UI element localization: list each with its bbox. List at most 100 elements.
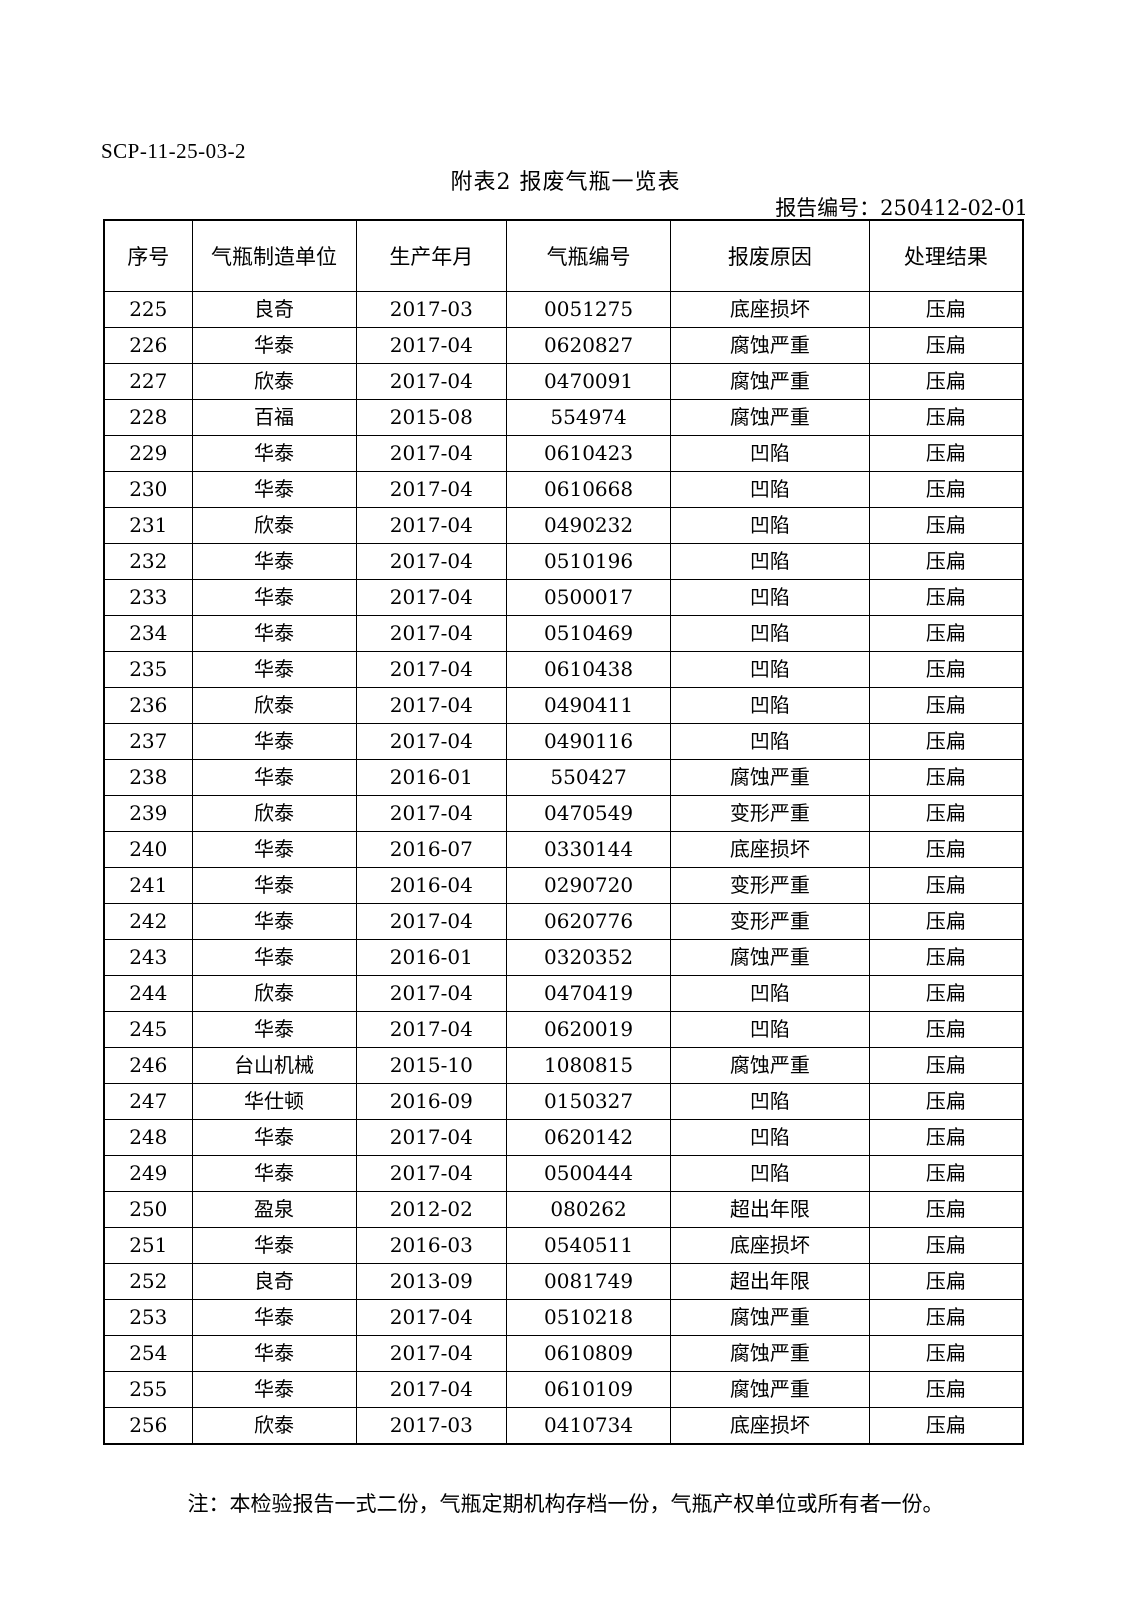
table-row: 251 华泰 2016-03 0540511 底座损坏 压扁 bbox=[103, 1227, 1024, 1264]
table-row: 255 华泰 2017-04 0610109 腐蚀严重 压扁 bbox=[103, 1371, 1024, 1408]
cell-maker: 华泰 bbox=[191, 1119, 357, 1156]
cell-cylinder-no: 0500017 bbox=[506, 579, 672, 616]
cell-cylinder-no: 0290720 bbox=[506, 867, 672, 904]
table-body: 225 良奇 2017-03 0051275 底座损坏 压扁 226 华泰 2017-04 062… bbox=[103, 291, 1024, 1445]
cell-maker: 欣泰 bbox=[191, 687, 357, 724]
cell-cylinder-no: 0330144 bbox=[506, 831, 672, 868]
cell-date: 2013-09 bbox=[355, 1263, 508, 1300]
cell-maker: 台山机械 bbox=[191, 1047, 357, 1084]
cell-result: 压扁 bbox=[868, 1407, 1024, 1445]
cell-reason: 腐蚀严重 bbox=[670, 939, 870, 976]
table-row: 250 盈泉 2012-02 080262 超出年限 压扁 bbox=[103, 1191, 1024, 1228]
cell-maker: 华泰 bbox=[191, 831, 357, 868]
cell-result: 压扁 bbox=[868, 507, 1024, 544]
cell-result: 压扁 bbox=[868, 1011, 1024, 1048]
cell-date: 2017-04 bbox=[355, 471, 508, 508]
cell-result: 压扁 bbox=[868, 1083, 1024, 1120]
cell-cylinder-no: 0610438 bbox=[506, 651, 672, 688]
cell-result: 压扁 bbox=[868, 795, 1024, 832]
cell-date: 2017-04 bbox=[355, 543, 508, 580]
cell-cylinder-no: 0610423 bbox=[506, 435, 672, 472]
cell-seq: 226 bbox=[103, 327, 193, 364]
cell-result: 压扁 bbox=[868, 327, 1024, 364]
table-row: 231 欣泰 2017-04 0490232 凹陷 压扁 bbox=[103, 507, 1024, 544]
cell-reason: 变形严重 bbox=[670, 867, 870, 904]
table-row: 230 华泰 2017-04 0610668 凹陷 压扁 bbox=[103, 471, 1024, 508]
cell-result: 压扁 bbox=[868, 1227, 1024, 1264]
cell-cylinder-no: 0620827 bbox=[506, 327, 672, 364]
cell-reason: 凹陷 bbox=[670, 507, 870, 544]
page-title: 附表2 报废气瓶一览表 bbox=[450, 170, 681, 195]
cell-reason: 变形严重 bbox=[670, 795, 870, 832]
cell-result: 压扁 bbox=[868, 687, 1024, 724]
cell-reason: 凹陷 bbox=[670, 651, 870, 688]
cell-maker: 华泰 bbox=[191, 471, 357, 508]
table-row: 225 良奇 2017-03 0051275 底座损坏 压扁 bbox=[103, 291, 1024, 328]
cell-reason: 超出年限 bbox=[670, 1191, 870, 1228]
cell-result: 压扁 bbox=[868, 291, 1024, 328]
cell-cylinder-no: 0081749 bbox=[506, 1263, 672, 1300]
cell-seq: 230 bbox=[103, 471, 193, 508]
table-row: 229 华泰 2017-04 0610423 凹陷 压扁 bbox=[103, 435, 1024, 472]
cell-date: 2017-03 bbox=[355, 1407, 508, 1445]
table-header-row: 序号 气瓶制造单位 生产年月 气瓶编号 报废原因 处理结果 bbox=[103, 219, 1024, 292]
cell-seq: 250 bbox=[103, 1191, 193, 1228]
cell-result: 压扁 bbox=[868, 831, 1024, 868]
table-row: 244 欣泰 2017-04 0470419 凹陷 压扁 bbox=[103, 975, 1024, 1012]
cell-reason: 凹陷 bbox=[670, 723, 870, 760]
cell-seq: 228 bbox=[103, 399, 193, 436]
cell-reason: 腐蚀严重 bbox=[670, 759, 870, 796]
table-row: 227 欣泰 2017-04 0470091 腐蚀严重 压扁 bbox=[103, 363, 1024, 400]
cell-maker: 欣泰 bbox=[191, 795, 357, 832]
table-row: 226 华泰 2017-04 0620827 腐蚀严重 压扁 bbox=[103, 327, 1024, 364]
cell-date: 2017-04 bbox=[355, 507, 508, 544]
table-row: 235 华泰 2017-04 0610438 凹陷 压扁 bbox=[103, 651, 1024, 688]
cell-maker: 华泰 bbox=[191, 1227, 357, 1264]
cell-maker: 华泰 bbox=[191, 867, 357, 904]
cell-maker: 欣泰 bbox=[191, 363, 357, 400]
document-code: SCP-11-25-03-2 bbox=[101, 139, 247, 163]
cell-seq: 252 bbox=[103, 1263, 193, 1300]
cell-date: 2017-04 bbox=[355, 1155, 508, 1192]
cell-cylinder-no: 080262 bbox=[506, 1191, 672, 1228]
cell-cylinder-no: 0620776 bbox=[506, 903, 672, 940]
cell-date: 2017-04 bbox=[355, 1011, 508, 1048]
cell-date: 2015-10 bbox=[355, 1047, 508, 1084]
cell-seq: 248 bbox=[103, 1119, 193, 1156]
cell-result: 压扁 bbox=[868, 723, 1024, 760]
cell-reason: 超出年限 bbox=[670, 1263, 870, 1300]
cell-maker: 华泰 bbox=[191, 1299, 357, 1336]
cell-date: 2017-04 bbox=[355, 903, 508, 940]
cell-result: 压扁 bbox=[868, 363, 1024, 400]
cell-cylinder-no: 0540511 bbox=[506, 1227, 672, 1264]
cell-result: 压扁 bbox=[868, 867, 1024, 904]
cell-maker: 良奇 bbox=[191, 291, 357, 328]
cell-seq: 247 bbox=[103, 1083, 193, 1120]
cell-cylinder-no: 0490232 bbox=[506, 507, 672, 544]
table-row: 256 欣泰 2017-03 0410734 底座损坏 压扁 bbox=[103, 1407, 1024, 1445]
cell-cylinder-no: 0490116 bbox=[506, 723, 672, 760]
table-row: 238 华泰 2016-01 550427 腐蚀严重 压扁 bbox=[103, 759, 1024, 796]
column-header-maker: 气瓶制造单位 bbox=[191, 219, 357, 292]
cell-reason: 凹陷 bbox=[670, 579, 870, 616]
cell-result: 压扁 bbox=[868, 903, 1024, 940]
cell-cylinder-no: 0470419 bbox=[506, 975, 672, 1012]
cell-cylinder-no: 0610668 bbox=[506, 471, 672, 508]
table-row: 242 华泰 2017-04 0620776 变形严重 压扁 bbox=[103, 903, 1024, 940]
cell-maker: 华泰 bbox=[191, 615, 357, 652]
cell-seq: 229 bbox=[103, 435, 193, 472]
cell-result: 压扁 bbox=[868, 1119, 1024, 1156]
cell-reason: 变形严重 bbox=[670, 903, 870, 940]
cell-result: 压扁 bbox=[868, 759, 1024, 796]
cell-result: 压扁 bbox=[868, 651, 1024, 688]
cell-cylinder-no: 0150327 bbox=[506, 1083, 672, 1120]
cell-cylinder-no: 0620019 bbox=[506, 1011, 672, 1048]
table-row: 236 欣泰 2017-04 0490411 凹陷 压扁 bbox=[103, 687, 1024, 724]
cell-maker: 欣泰 bbox=[191, 1407, 357, 1445]
cell-reason: 腐蚀严重 bbox=[670, 1371, 870, 1408]
cell-reason: 底座损坏 bbox=[670, 1407, 870, 1445]
cell-maker: 华泰 bbox=[191, 1371, 357, 1408]
cell-date: 2017-04 bbox=[355, 975, 508, 1012]
cell-seq: 239 bbox=[103, 795, 193, 832]
